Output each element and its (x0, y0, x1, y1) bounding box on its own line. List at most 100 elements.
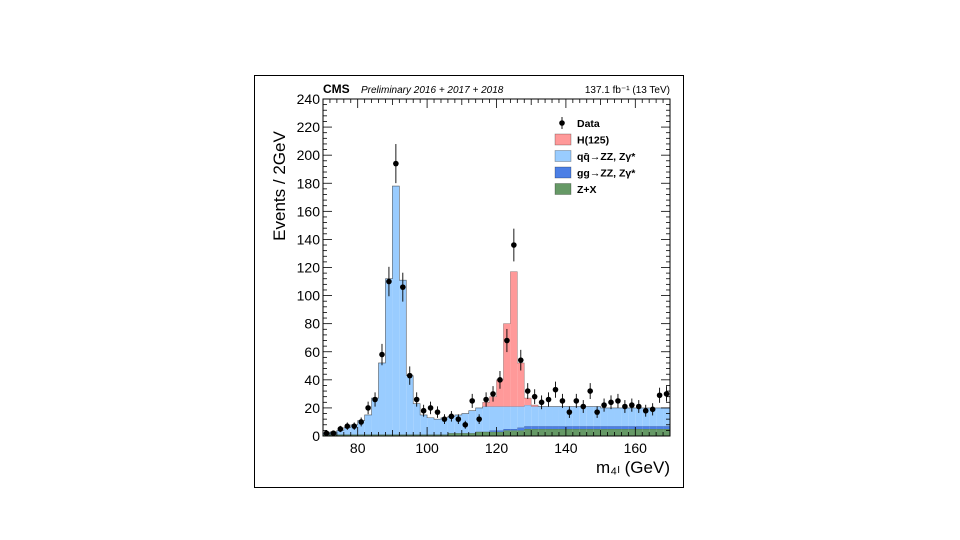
hist-bar (420, 434, 428, 436)
hist-bar (336, 430, 344, 435)
hist-bar (642, 428, 650, 436)
data-point (441, 416, 448, 422)
legend-label: Z+X (577, 184, 597, 196)
data-point (663, 391, 670, 397)
hist-bar (503, 323, 511, 407)
hist-bar (399, 280, 407, 435)
hist-bar (649, 426, 657, 429)
hist-bar (558, 426, 566, 429)
data-point (406, 372, 413, 379)
hist-bar (572, 426, 580, 429)
legend-swatch (554, 133, 572, 146)
hist-bar (635, 428, 643, 436)
stacked-histograms (323, 185, 670, 436)
data-point (531, 393, 538, 400)
hist-bar (621, 426, 629, 429)
data-point (635, 403, 642, 410)
hist-bar (607, 407, 615, 427)
hist-bar (517, 406, 525, 428)
hist-bar (517, 362, 525, 407)
hist-bar (427, 434, 435, 436)
hist-bar (524, 426, 532, 429)
x-tick-label: 80 (350, 440, 366, 456)
hist-bar (586, 428, 594, 436)
hist-bar (489, 406, 497, 431)
hist-bar (607, 426, 615, 429)
y-axis-ticks: 0 20 40 60 80 100 120 140 160 180 200 220 240 (297, 91, 670, 444)
y-tick-label: 160 (297, 203, 321, 219)
hist-bar (649, 428, 657, 436)
data-point (413, 396, 420, 403)
hist-bar (489, 431, 497, 436)
hist-bar (614, 428, 622, 436)
hist-bar (496, 431, 504, 436)
hist-bar (440, 434, 448, 436)
hist-bar (350, 434, 358, 436)
data-point (517, 357, 524, 363)
data-point (337, 426, 344, 432)
hist-bar (489, 430, 497, 432)
data-point (580, 403, 587, 410)
hist-bar (427, 417, 435, 435)
hist-bar (503, 428, 511, 431)
x-tick-label: 160 (624, 440, 648, 456)
y-axis-label: Events / 2GeV (270, 131, 289, 241)
hist-bar (510, 406, 518, 429)
data-point (538, 399, 545, 406)
hist-bar (628, 428, 636, 436)
legend-swatch (554, 183, 572, 195)
y-tick-label: 60 (304, 344, 320, 360)
legend: Data H(125) qq̄→ZZ, Zγ* gg→ZZ, Zγ* Z+X (554, 117, 636, 196)
y-tick-label: 120 (297, 260, 321, 276)
legend-swatch (554, 150, 572, 162)
data-point (622, 403, 628, 410)
y-tick-label: 140 (297, 231, 321, 247)
hist-bar (558, 406, 566, 427)
legend-item: qq̄→ZZ, Zγ* (554, 150, 636, 163)
y-tick-label: 100 (297, 288, 321, 304)
data-point (455, 416, 462, 422)
hist-bar (434, 434, 441, 436)
hist-bar (656, 426, 664, 429)
hist-bar (399, 434, 407, 436)
y-tick-label: 200 (297, 147, 321, 163)
chart-subtitle: Preliminary 2016 + 2017 + 2018 (361, 85, 504, 96)
hist-bar (517, 430, 525, 436)
hist-bar (336, 434, 344, 436)
legend-swatch (554, 166, 572, 179)
x-axis-label: m₄ₗ (GeV) (596, 458, 670, 477)
hist-bar (447, 433, 455, 436)
data-point (524, 388, 531, 394)
hist-bar (635, 407, 643, 427)
data-point (629, 402, 635, 408)
hist-bar (517, 427, 525, 431)
hist-bar (454, 433, 462, 436)
legend-label: gg→ZZ, Zγ* (577, 168, 636, 180)
hist-bar (656, 428, 664, 436)
hist-bar (565, 428, 573, 436)
hist-bar (642, 407, 650, 427)
data-point (594, 409, 600, 415)
hist-bar (600, 428, 608, 436)
hist-bar (496, 406, 504, 431)
hist-bar (663, 428, 670, 436)
hist-bar (454, 414, 462, 434)
data-point (545, 396, 552, 403)
hist-bar (510, 430, 518, 436)
hist-bar (621, 428, 629, 436)
hist-bar (531, 426, 539, 429)
data-point (497, 377, 503, 383)
y-tick-label: 20 (304, 400, 320, 416)
hist-bar (371, 434, 379, 436)
hist-bar (524, 398, 532, 406)
hist-bar (385, 278, 393, 435)
data-point (365, 405, 371, 411)
data-point (642, 407, 649, 414)
hist-bar (364, 414, 372, 435)
hist-bar (545, 428, 553, 436)
legend-item: Data (559, 117, 600, 130)
luminosity-label: 137.1 fb⁻¹ (13 TeV) (585, 85, 670, 96)
hist-bar (406, 375, 414, 435)
hist-bar (545, 406, 553, 427)
data-point (323, 430, 330, 436)
